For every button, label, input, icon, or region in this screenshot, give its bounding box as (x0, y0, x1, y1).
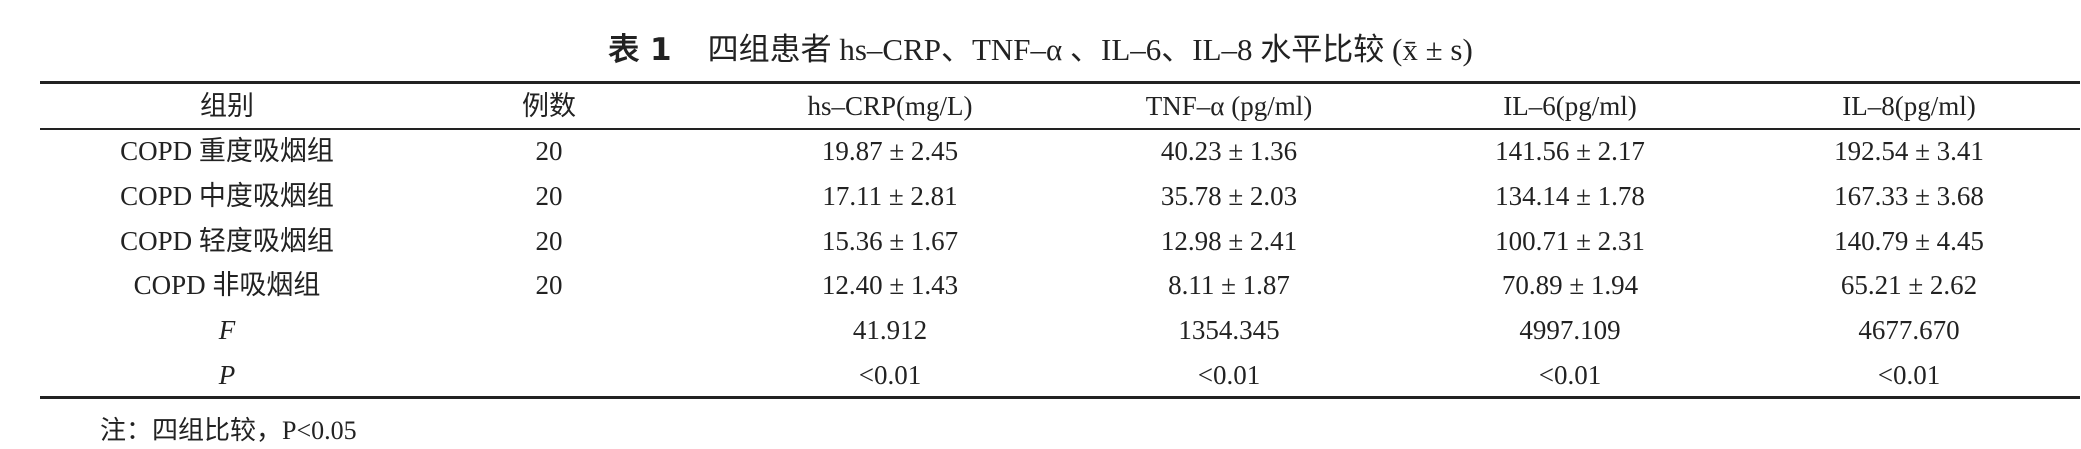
cell: 17.11 ± 2.81 (822, 181, 958, 211)
cell: 140.79 ± 4.45 (1834, 226, 1984, 256)
header-cell: IL–6(pg/ml) (1503, 91, 1637, 121)
cell: <0.01 (858, 360, 922, 390)
cell: 35.78 ± 2.03 (1160, 181, 1298, 211)
row-label: P (218, 360, 236, 390)
cell: <0.01 (1877, 360, 1941, 390)
header-cell: hs–CRP(mg/L) (807, 91, 973, 121)
row-label: COPD 重度吸烟组 (120, 136, 334, 166)
header-cell: IL–8(pg/ml) (1842, 91, 1976, 121)
cell: <0.01 (1197, 360, 1261, 390)
cell: 167.33 ± 3.68 (1834, 181, 1984, 211)
title-label: 表 1 (608, 32, 672, 68)
row-count: 20 (535, 181, 563, 211)
cell: <0.01 (1538, 360, 1602, 390)
cell: 15.36 ± 1.67 (821, 226, 959, 256)
cell: 19.87 ± 2.45 (821, 136, 959, 166)
row-count: 20 (535, 270, 563, 300)
top-rule (40, 81, 2080, 84)
table-note: 注：四组比较，P<0.05 (100, 416, 357, 445)
row-label: F (218, 315, 236, 345)
cell: 4677.670 (1858, 315, 1960, 345)
cell: 70.89 ± 1.94 (1501, 270, 1639, 300)
title-text: 四组患者 hs–CRP、TNF–α 、IL–6、IL–8 水平比较 (x̄ ± … (707, 32, 1473, 67)
cell: 40.23 ± 1.36 (1160, 136, 1298, 166)
header-rule (40, 128, 2080, 130)
row-label: COPD 中度吸烟组 (120, 181, 334, 211)
bottom-rule (40, 396, 2080, 399)
cell: 65.21 ± 2.62 (1840, 270, 1978, 300)
cell: 8.11 ± 1.87 (1168, 270, 1290, 300)
cell: 134.14 ± 1.78 (1495, 181, 1645, 211)
cell: 1354.345 (1178, 315, 1280, 345)
cell: 100.71 ± 2.31 (1495, 226, 1645, 256)
row-count: 20 (535, 136, 563, 166)
header-cell: 例数 (522, 91, 576, 121)
cell: 4997.109 (1519, 315, 1621, 345)
header-cell: 组别 (200, 91, 254, 121)
cell: 192.54 ± 3.41 (1834, 136, 1984, 166)
cell: 12.98 ± 2.41 (1160, 226, 1298, 256)
table-title: 表 1 四组患者 hs–CRP、TNF–α 、IL–6、IL–8 水平比较 (x̄… (0, 30, 2081, 70)
cell: 141.56 ± 2.17 (1495, 136, 1645, 166)
row-label: COPD 轻度吸烟组 (120, 226, 334, 256)
row-label: COPD 非吸烟组 (133, 270, 321, 300)
cell: 12.40 ± 1.43 (821, 270, 959, 300)
header-cell: TNF–α (pg/ml) (1145, 91, 1313, 121)
cell: 41.912 (852, 315, 928, 345)
row-count: 20 (535, 226, 563, 256)
